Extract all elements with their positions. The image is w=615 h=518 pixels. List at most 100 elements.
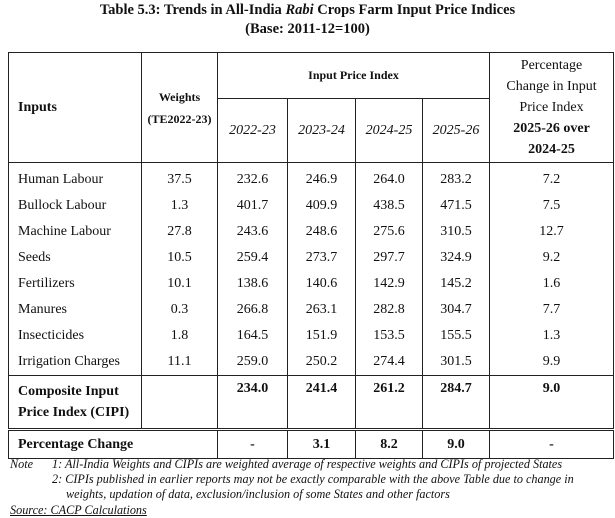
pct-change-pct: - (489, 428, 614, 459)
row-value: 471.5 (422, 193, 490, 219)
row-value: 259.0 (217, 349, 288, 376)
table-base: (Base: 2011-12=100) (245, 21, 370, 37)
table-row: Irrigation Charges 11.1 259.0 250.2 274.… (8, 349, 614, 376)
pct-change-value: 8.2 (355, 428, 423, 459)
row-input: Insecticides (8, 323, 142, 349)
note-label: Note (10, 457, 34, 471)
year-header: 2024-25 (355, 98, 423, 163)
row-value: 301.5 (422, 349, 490, 376)
pct-hdr-line: Percentage (520, 58, 583, 73)
header-weights-label: Weights (158, 89, 201, 104)
row-value: 263.1 (287, 297, 356, 323)
composite-row: Composite Input Price Index (CIPI) 234.0… (8, 375, 614, 430)
row-value: 232.6 (217, 162, 288, 193)
row-value: 266.8 (217, 297, 288, 323)
row-value: 438.5 (355, 193, 423, 219)
input-price-table: Inputs Weights (TE2022-23) Input Price I… (8, 52, 614, 459)
row-weight: 11.1 (141, 349, 218, 376)
row-value: 140.6 (287, 271, 356, 297)
row-value: 243.6 (217, 219, 288, 245)
row-value: 275.6 (355, 219, 423, 245)
year-header: 2025-26 (422, 98, 490, 163)
percentage-change-row: Percentage Change - 3.1 8.2 9.0 - (8, 428, 614, 459)
row-pct: 9.9 (489, 349, 614, 376)
row-input: Machine Labour (8, 219, 142, 245)
row-value: 145.2 (422, 271, 490, 297)
note-2-text: 2: CIPIs published in earlier reports ma… (52, 472, 574, 501)
row-weight: 37.5 (141, 162, 218, 193)
source-note: Source: CACP Calculations (10, 503, 147, 517)
row-pct: 7.5 (489, 193, 614, 219)
row-value: 142.9 (355, 271, 423, 297)
row-weight: 0.3 (141, 297, 218, 323)
row-value: 324.9 (422, 245, 490, 271)
row-input: Human Labour (8, 162, 142, 193)
title-suffix: Crops Farm Input Price Indices (313, 2, 516, 18)
row-value: 259.4 (217, 245, 288, 271)
row-value: 282.8 (355, 297, 423, 323)
row-value: 153.5 (355, 323, 423, 349)
row-value: 310.5 (422, 219, 490, 245)
pct-hdr-line: Price Index (519, 100, 584, 115)
row-weight: 27.8 (141, 219, 218, 245)
row-weight: 10.1 (141, 271, 218, 297)
header-row-1: Inputs Weights (TE2022-23) Input Price I… (8, 52, 614, 163)
row-input: Manures (8, 297, 142, 323)
title-emphasis: Rabi (285, 2, 314, 18)
composite-weight (141, 375, 218, 430)
title-prefix: Table 5.3: Trends in All-India (99, 2, 286, 18)
row-value: 401.7 (217, 193, 288, 219)
composite-value: 284.7 (422, 375, 490, 430)
table-row: Human Labour 37.5 232.6 246.9 264.0 283.… (8, 162, 614, 193)
table-notes: Note 1: All-India Weights and CIPIs are … (10, 457, 615, 502)
row-value: 248.6 (287, 219, 356, 245)
row-weight: 1.8 (141, 323, 218, 349)
header-ipi: Input Price Index (217, 52, 490, 99)
table-title: Table 5.3: Trends in All-India Rabi Crop… (0, 1, 615, 39)
table-row: Machine Labour 27.8 243.6 248.6 275.6 31… (8, 219, 614, 245)
table-row: Seeds 10.5 259.4 273.7 297.7 324.9 9.2 (8, 245, 614, 271)
composite-value: 241.4 (287, 375, 356, 430)
row-value: 151.9 (287, 323, 356, 349)
row-value: 155.5 (422, 323, 490, 349)
header-weights-sub: (TE2022-23) (147, 111, 212, 126)
row-pct: 7.7 (489, 297, 614, 323)
note-1: Note 1: All-India Weights and CIPIs are … (10, 457, 615, 472)
pct-change-value: - (217, 428, 288, 459)
composite-value: 234.0 (217, 375, 288, 430)
row-value: 246.9 (287, 162, 356, 193)
table-row: Bullock Labour 1.3 401.7 409.9 438.5 471… (8, 193, 614, 219)
row-input: Seeds (8, 245, 142, 271)
row-input: Fertilizers (8, 271, 142, 297)
row-value: 250.2 (287, 349, 356, 376)
pct-hdr-line: 2025-26 over (513, 121, 590, 136)
row-value: 274.4 (355, 349, 423, 376)
header-row-2: 2022-23 2023-24 2024-25 2025-26 (9, 98, 614, 163)
note-1-text: 1: All-India Weights and CIPIs are weigh… (52, 457, 563, 471)
row-pct: 9.2 (489, 245, 614, 271)
row-pct: 7.2 (489, 162, 614, 193)
year-header: 2023-24 (287, 98, 356, 163)
pct-hdr-line: Change in Input (506, 79, 597, 94)
pct-hdr-line: 2024-25 (528, 142, 575, 157)
row-value: 283.2 (422, 162, 490, 193)
table-row: Manures 0.3 266.8 263.1 282.8 304.7 7.7 (8, 297, 614, 323)
composite-pct: 9.0 (489, 375, 614, 430)
row-pct: 1.3 (489, 323, 614, 349)
table-title-line: Table 5.3: Trends in All-India Rabi Crop… (0, 1, 615, 20)
row-weight: 1.3 (141, 193, 218, 219)
row-value: 138.6 (217, 271, 288, 297)
row-value: 297.7 (355, 245, 423, 271)
row-input: Irrigation Charges (8, 349, 142, 376)
row-pct: 12.7 (489, 219, 614, 245)
row-value: 164.5 (217, 323, 288, 349)
row-value: 304.7 (422, 297, 490, 323)
note-label-spacer (10, 472, 52, 502)
table-row: Fertilizers 10.1 138.6 140.6 142.9 145.2… (8, 271, 614, 297)
row-value: 409.9 (287, 193, 356, 219)
pct-change-value: 3.1 (287, 428, 356, 459)
header-inputs: Inputs (8, 52, 142, 163)
row-input: Bullock Labour (8, 193, 142, 219)
row-value: 273.7 (287, 245, 356, 271)
header-pct-change: Percentage Change in Input Price Index 2… (489, 52, 614, 163)
